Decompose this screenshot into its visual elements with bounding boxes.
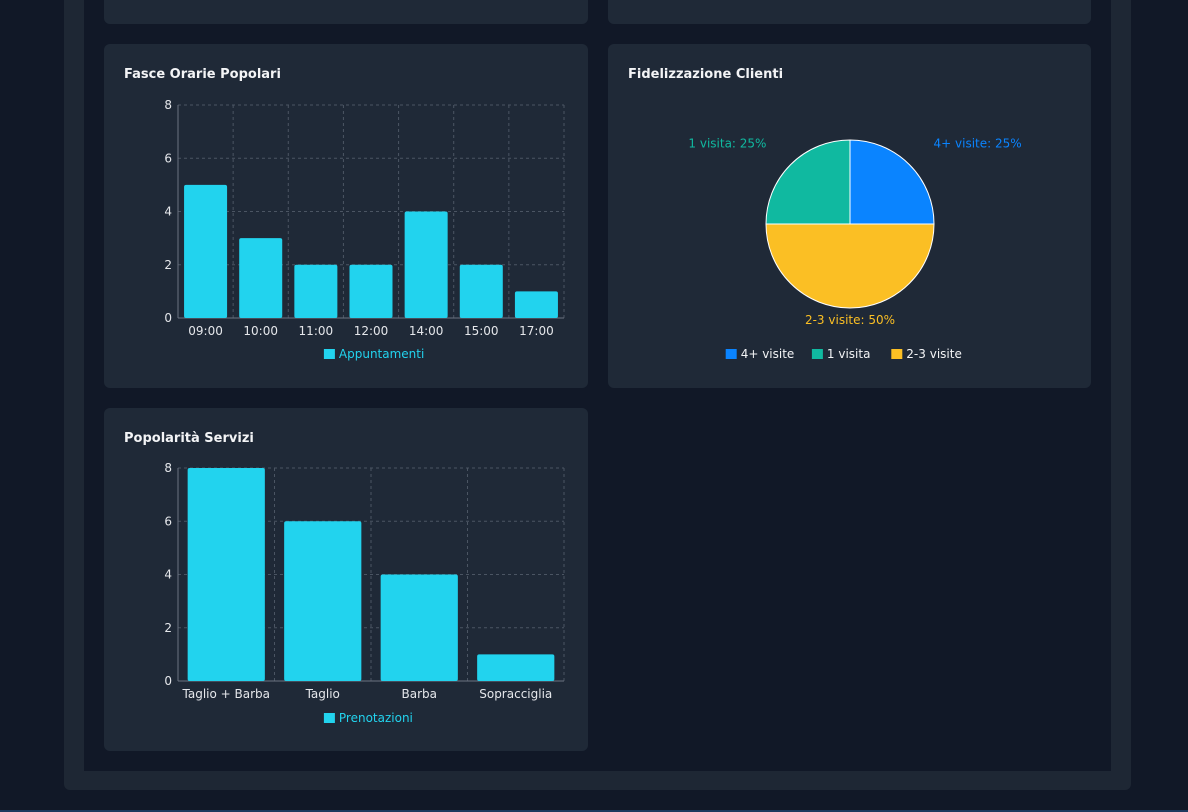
legend-swatch bbox=[725, 349, 737, 359]
bar-barba bbox=[380, 574, 458, 681]
services-bar-chart: 0 2 4 6 8 Taglio + Barba Taglio Barba Sopraccigl… bbox=[164, 461, 565, 725]
bar-17-00 bbox=[514, 291, 558, 318]
bar-15-00 bbox=[459, 264, 503, 318]
pie-data-label: 1 visita: 25% bbox=[688, 137, 766, 151]
x-tick-label: 12:00 bbox=[354, 324, 389, 338]
x-tick-label: Taglio bbox=[305, 687, 340, 701]
bar-12-00 bbox=[349, 264, 393, 318]
x-tick-label: Barba bbox=[402, 687, 438, 701]
legend-swatch bbox=[811, 349, 823, 359]
card-title: Fidelizzazione Clienti bbox=[628, 67, 784, 82]
x-tick-label: 11:00 bbox=[299, 324, 334, 338]
y-tick-label: 6 bbox=[164, 151, 172, 165]
bar-taglio bbox=[284, 521, 362, 681]
legend-label: 2-3 visite bbox=[906, 347, 962, 361]
y-tick-label: 8 bbox=[164, 461, 172, 475]
x-tick-label: Sopracciglia bbox=[479, 687, 552, 701]
bar-11-00 bbox=[294, 264, 338, 318]
bottom-border bbox=[0, 810, 1188, 812]
bar-taglio-barba bbox=[187, 468, 265, 681]
pie-slice-1-visita bbox=[765, 139, 851, 225]
x-tick-label: 17:00 bbox=[519, 324, 554, 338]
y-tick-label: 6 bbox=[164, 514, 172, 528]
legend-label: 4+ visite bbox=[741, 347, 795, 361]
y-tick-label: 2 bbox=[164, 621, 172, 635]
pie-slice-2-3-visite bbox=[765, 223, 935, 309]
legend-label: Appuntamenti bbox=[339, 347, 424, 361]
y-tick-label: 0 bbox=[164, 674, 172, 688]
y-tick-label: 0 bbox=[164, 311, 172, 325]
card-time-slots: Fasce Orarie Popolari 0 2 4 6 8 09:00 10:00 11:… bbox=[104, 44, 588, 388]
x-tick-label: 14:00 bbox=[409, 324, 444, 338]
card-top-left-partial bbox=[104, 0, 588, 24]
card-services: Popolarità Servizi 0 2 4 6 8 Taglio + Barba Ta… bbox=[104, 408, 588, 751]
legend-swatch bbox=[323, 713, 335, 723]
x-tick-label: 09:00 bbox=[188, 324, 223, 338]
card-title: Popolarità Servizi bbox=[124, 431, 254, 446]
y-tick-label: 2 bbox=[164, 258, 172, 272]
pie-data-label: 4+ visite: 25% bbox=[934, 137, 1022, 151]
y-tick-label: 4 bbox=[164, 568, 172, 582]
bar-sopracciglia bbox=[477, 654, 555, 681]
y-tick-label: 4 bbox=[164, 205, 172, 219]
legend-swatch bbox=[323, 349, 335, 359]
bar-14-00 bbox=[404, 211, 448, 318]
time-slots-bar-chart: 0 2 4 6 8 09:00 10:00 11:00 12:00 14:00 15:00 17:00… bbox=[164, 98, 565, 361]
legend-swatch bbox=[891, 349, 903, 359]
bar-09-00 bbox=[184, 184, 228, 318]
pie-data-label: 2-3 visite: 50% bbox=[805, 313, 895, 327]
x-tick-label: Taglio + Barba bbox=[182, 687, 271, 701]
card-loyalty: Fidelizzazione Clienti 4+ visite: 25% 2-3… bbox=[608, 44, 1091, 388]
pie-slice-4-visite bbox=[849, 139, 935, 225]
x-tick-label: 15:00 bbox=[464, 324, 499, 338]
legend-label: 1 visita bbox=[827, 347, 871, 361]
card-title: Fasce Orarie Popolari bbox=[124, 67, 281, 82]
loyalty-pie-chart: 4+ visite: 25% 2-3 visite: 50% 1 visita: 2… bbox=[688, 137, 1022, 361]
legend-label: Prenotazioni bbox=[339, 711, 413, 725]
card-top-right-partial bbox=[608, 0, 1091, 24]
bar-10-00 bbox=[239, 238, 283, 318]
x-tick-label: 10:00 bbox=[243, 324, 278, 338]
y-tick-label: 8 bbox=[164, 98, 172, 112]
